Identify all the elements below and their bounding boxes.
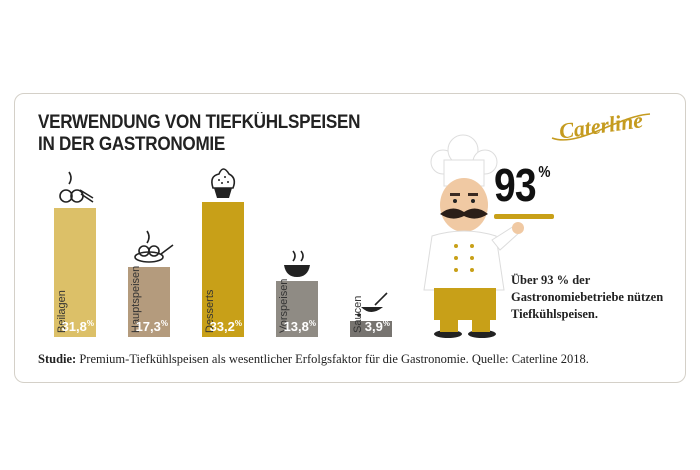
main-dish-icon — [134, 230, 174, 263]
title-line-2: IN DER GASTRONOMIE — [38, 134, 226, 155]
source-note: Studie: Premium-Tiefkühlspeisen als wese… — [38, 352, 589, 367]
value-label: 31,8% — [62, 319, 94, 334]
highlight-unit: % — [538, 164, 550, 181]
value-label: 13,8% — [284, 319, 316, 334]
category-label: Vorspeisen — [278, 279, 290, 333]
bar-desserts — [202, 202, 244, 337]
title-line-1: VERWENDUNG VON TIEFKÜHLSPEISEN — [38, 112, 361, 133]
bar-beilagen — [54, 208, 96, 337]
value-label: 3,9% — [365, 319, 390, 334]
category-label: Desserts — [204, 289, 216, 333]
bar-saucen — [350, 321, 392, 337]
sauce-icon — [357, 292, 388, 317]
value-label: 17,3% — [136, 319, 168, 334]
source-label: Studie: — [38, 352, 77, 366]
highlight-text: Über 93 % der Gastronomiebetriebe nützen… — [511, 273, 664, 321]
category-label: Beilagen — [56, 290, 68, 333]
chart-title: VERWENDUNG VON TIEFKÜHLSPEISEN IN DER GA… — [38, 112, 360, 156]
side-dish-icon — [59, 171, 94, 203]
source-text: Premium-Tiefkühlspeisen als wesentlicher… — [79, 352, 589, 366]
category-label: Hauptspeisen — [130, 266, 142, 333]
bar-hauptspeisen — [128, 267, 170, 337]
soup-icon — [284, 250, 310, 277]
value-label: 33,2% — [210, 319, 242, 334]
chef-icon — [423, 134, 554, 338]
bar-vorspeisen — [276, 281, 318, 337]
logo-swoosh-icon — [551, 113, 651, 141]
dessert-icon — [211, 168, 236, 198]
highlight-value: 93% — [494, 158, 550, 212]
highlight-number: 93 — [494, 159, 537, 211]
